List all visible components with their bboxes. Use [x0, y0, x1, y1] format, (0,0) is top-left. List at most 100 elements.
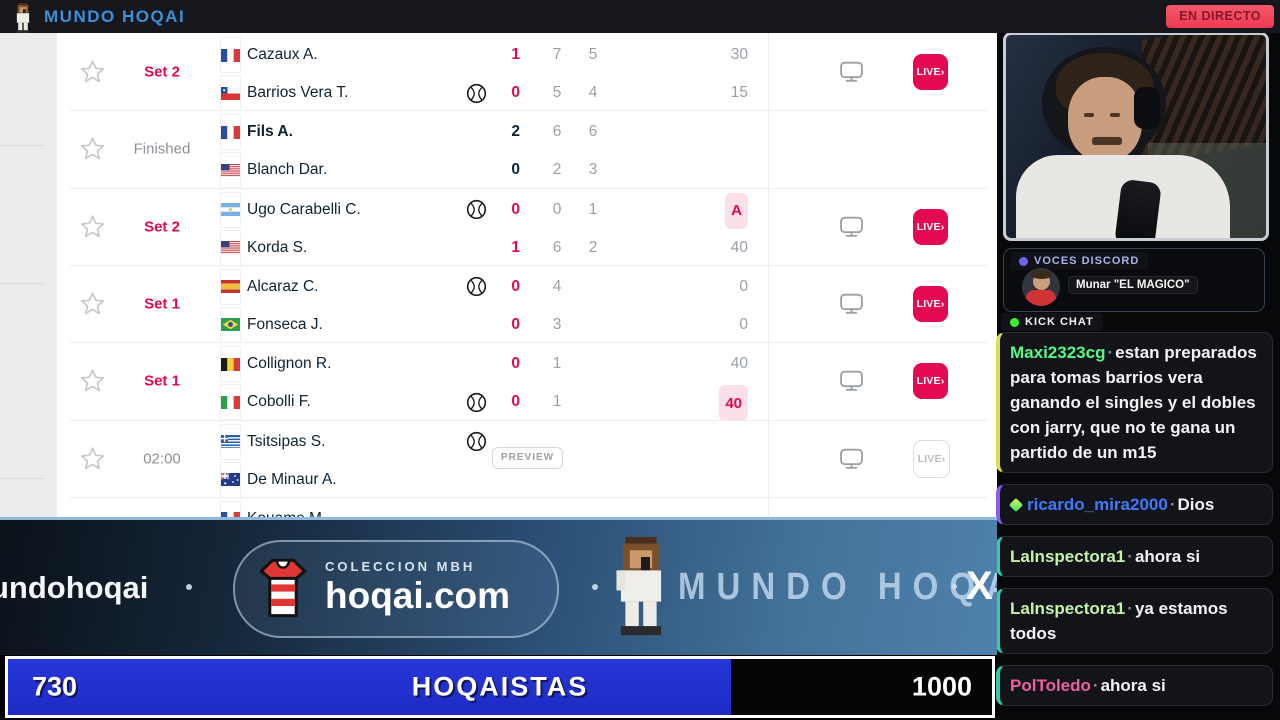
- player-name: Korda S.: [247, 238, 308, 256]
- set-score: 1: [552, 393, 562, 411]
- match-stage: Finished: [133, 140, 191, 158]
- set-score: 1: [588, 200, 598, 218]
- favorite-star-icon[interactable]: [79, 290, 106, 317]
- live-stream-button[interactable]: LIVE ›: [913, 285, 948, 322]
- live-status-badge: EN DIRECTO: [1166, 5, 1274, 28]
- banner-scroll-text: undohoqai: [0, 569, 149, 605]
- live-stream-button[interactable]: LIVE ›: [913, 54, 948, 90]
- set-score: 4: [552, 277, 562, 295]
- player-line[interactable]: Collignon R. 0 1 40: [0, 347, 997, 381]
- flag-ES-icon: [221, 270, 240, 304]
- player-name: Barrios Vera T.: [247, 84, 349, 101]
- player-line[interactable]: Barrios Vera T. 0 5 4 15: [0, 76, 997, 110]
- player-line[interactable]: De Minaur A.: [0, 463, 997, 497]
- favorite-star-icon[interactable]: [79, 136, 106, 163]
- player-line[interactable]: Blanch Dar. 0 2 3: [0, 153, 997, 187]
- progress-current: 730: [32, 671, 78, 702]
- game-points: 40: [730, 238, 748, 256]
- tv-broadcast-icon[interactable]: [839, 61, 864, 84]
- promo-banner: undohoqai COLECCION MBH hoqai.com: [0, 517, 997, 655]
- promo-collection-label: COLECCION MBH: [325, 559, 476, 574]
- player-line[interactable]: Alcaraz C. 0 4 0: [0, 270, 997, 304]
- match-stage: Set 1: [144, 372, 180, 390]
- flag-US-icon: [221, 231, 240, 265]
- set-score: 6: [552, 238, 562, 256]
- player-line[interactable]: Fonseca J. 0 3 0: [0, 308, 997, 342]
- sets-won: 0: [511, 355, 520, 373]
- banner-dot: [592, 584, 598, 590]
- streamer-mustache: [1092, 137, 1122, 145]
- sets-won: 1: [511, 46, 520, 63]
- webcam-video: [1003, 32, 1269, 241]
- tv-broadcast-icon[interactable]: [839, 447, 864, 470]
- player-name: Collignon R.: [247, 355, 332, 373]
- live-stream-button[interactable]: LIVE ›: [913, 439, 950, 478]
- match-stage: Set 1: [144, 295, 180, 313]
- speaker-avatar: [1022, 268, 1060, 306]
- flag-CL-icon: [221, 76, 240, 110]
- player-line[interactable]: Fils A. 2 6 6: [0, 115, 997, 149]
- live-stream-button[interactable]: LIVE ›: [913, 208, 948, 245]
- preview-badge[interactable]: PREVIEW: [492, 446, 564, 469]
- sets-won: 2: [511, 123, 520, 141]
- flag-AR-icon: [221, 193, 240, 227]
- chat-message: Maxi2323cg · estan preparados para tomas b…: [996, 332, 1273, 473]
- match-row[interactable]: Set 1 Collignon R. 0 1 40 Cobolli F. 0 1 40 LIVE ›: [0, 342, 997, 422]
- serving-ball-icon: [466, 385, 487, 419]
- chat-message: ricardo_mira2000 · Dios: [996, 484, 1273, 525]
- chat-username: Maxi2323cg: [1010, 343, 1106, 362]
- row-divider: [70, 496, 987, 498]
- flag-FR-icon: [221, 115, 240, 149]
- discord-voices-panel: VOCES DISCORD Munar "EL MAGICO": [1003, 248, 1265, 312]
- set-score: 3: [552, 315, 562, 333]
- streamer-eye: [1110, 113, 1120, 117]
- player-line[interactable]: Ugo Carabelli C. 0 0 1 A: [0, 192, 997, 229]
- progress-label: HOQAISTAS: [411, 671, 589, 702]
- match-row[interactable]: Finished Fils A. 2 6 6 Blanch Dar. 0 2 3: [0, 110, 997, 188]
- discord-dot-icon: [1019, 256, 1028, 266]
- row-divider: [70, 419, 987, 421]
- player-line[interactable]: Cazaux A. 1 7 5 30: [0, 38, 997, 72]
- match-stage: Set 2: [144, 63, 180, 81]
- chat-text: ya estamos todos: [1010, 599, 1228, 643]
- live-stream-button[interactable]: LIVE ›: [913, 363, 948, 400]
- match-row[interactable]: 02:00 Tsitsipas S. De Minaur A. PREVIEW LIVE…: [0, 419, 997, 498]
- set-score: 4: [588, 84, 598, 101]
- game-points: 0: [739, 315, 748, 333]
- chat-username: PolToledo: [1010, 676, 1091, 695]
- set-score: 1: [552, 355, 562, 373]
- favorite-star-icon[interactable]: [79, 368, 106, 395]
- player-line[interactable]: Tsitsipas S.: [0, 425, 997, 459]
- favorite-star-icon[interactable]: [79, 445, 106, 472]
- player-name: Ugo Carabelli C.: [247, 200, 361, 218]
- player-name: Cobolli F.: [247, 393, 311, 411]
- microphone-icon: [1114, 178, 1162, 238]
- chat-username: LaInspectora1: [1010, 599, 1126, 618]
- site-title[interactable]: MUNDO HOQAI: [44, 6, 186, 26]
- set-score: 3: [588, 161, 598, 179]
- tv-broadcast-icon[interactable]: [839, 370, 864, 393]
- row-divider: [70, 264, 987, 266]
- serving-ball-icon: [466, 425, 487, 459]
- tv-broadcast-icon[interactable]: [839, 292, 864, 315]
- favorite-star-icon[interactable]: [79, 59, 106, 86]
- page-left-strip: [0, 33, 57, 517]
- goal-progress-bar: 730 HOQAISTAS 1000: [5, 656, 995, 718]
- set-score: 7: [552, 46, 562, 63]
- match-row[interactable]: Set 2 Cazaux A. 1 7 5 30 Barrios Vera T. 0 5 4 15 L…: [0, 33, 997, 111]
- chat-username: ricardo_mira2000: [1027, 495, 1168, 514]
- match-row[interactable]: Set 1 Alcaraz C. 0 4 0 Fonseca J. 0 3 0 LIVE ›: [0, 264, 997, 343]
- speaker-name: Munar "EL MAGICO": [1068, 276, 1198, 294]
- tv-broadcast-icon[interactable]: [839, 215, 864, 238]
- player-line[interactable]: Korda S. 1 6 2 40: [0, 231, 997, 265]
- match-row[interactable]: Set 2 Ugo Carabelli C. 0 0 1 A Korda S. 1 6 2 40 LI…: [0, 187, 997, 266]
- game-points: 40: [680, 385, 748, 422]
- favorite-star-icon[interactable]: [79, 213, 106, 240]
- monkey-mascot-icon: [13, 3, 35, 33]
- discord-voices-header: VOCES DISCORD: [1010, 252, 1149, 270]
- promo-pill[interactable]: COLECCION MBH hoqai.com: [233, 540, 559, 638]
- kick-chat-messages[interactable]: Maxi2323cg · estan preparados para tomas b…: [996, 332, 1273, 717]
- player-name: Fonseca J.: [247, 315, 323, 333]
- player-line[interactable]: Cobolli F. 0 1 40: [0, 385, 997, 422]
- streamer-face: [1068, 77, 1142, 161]
